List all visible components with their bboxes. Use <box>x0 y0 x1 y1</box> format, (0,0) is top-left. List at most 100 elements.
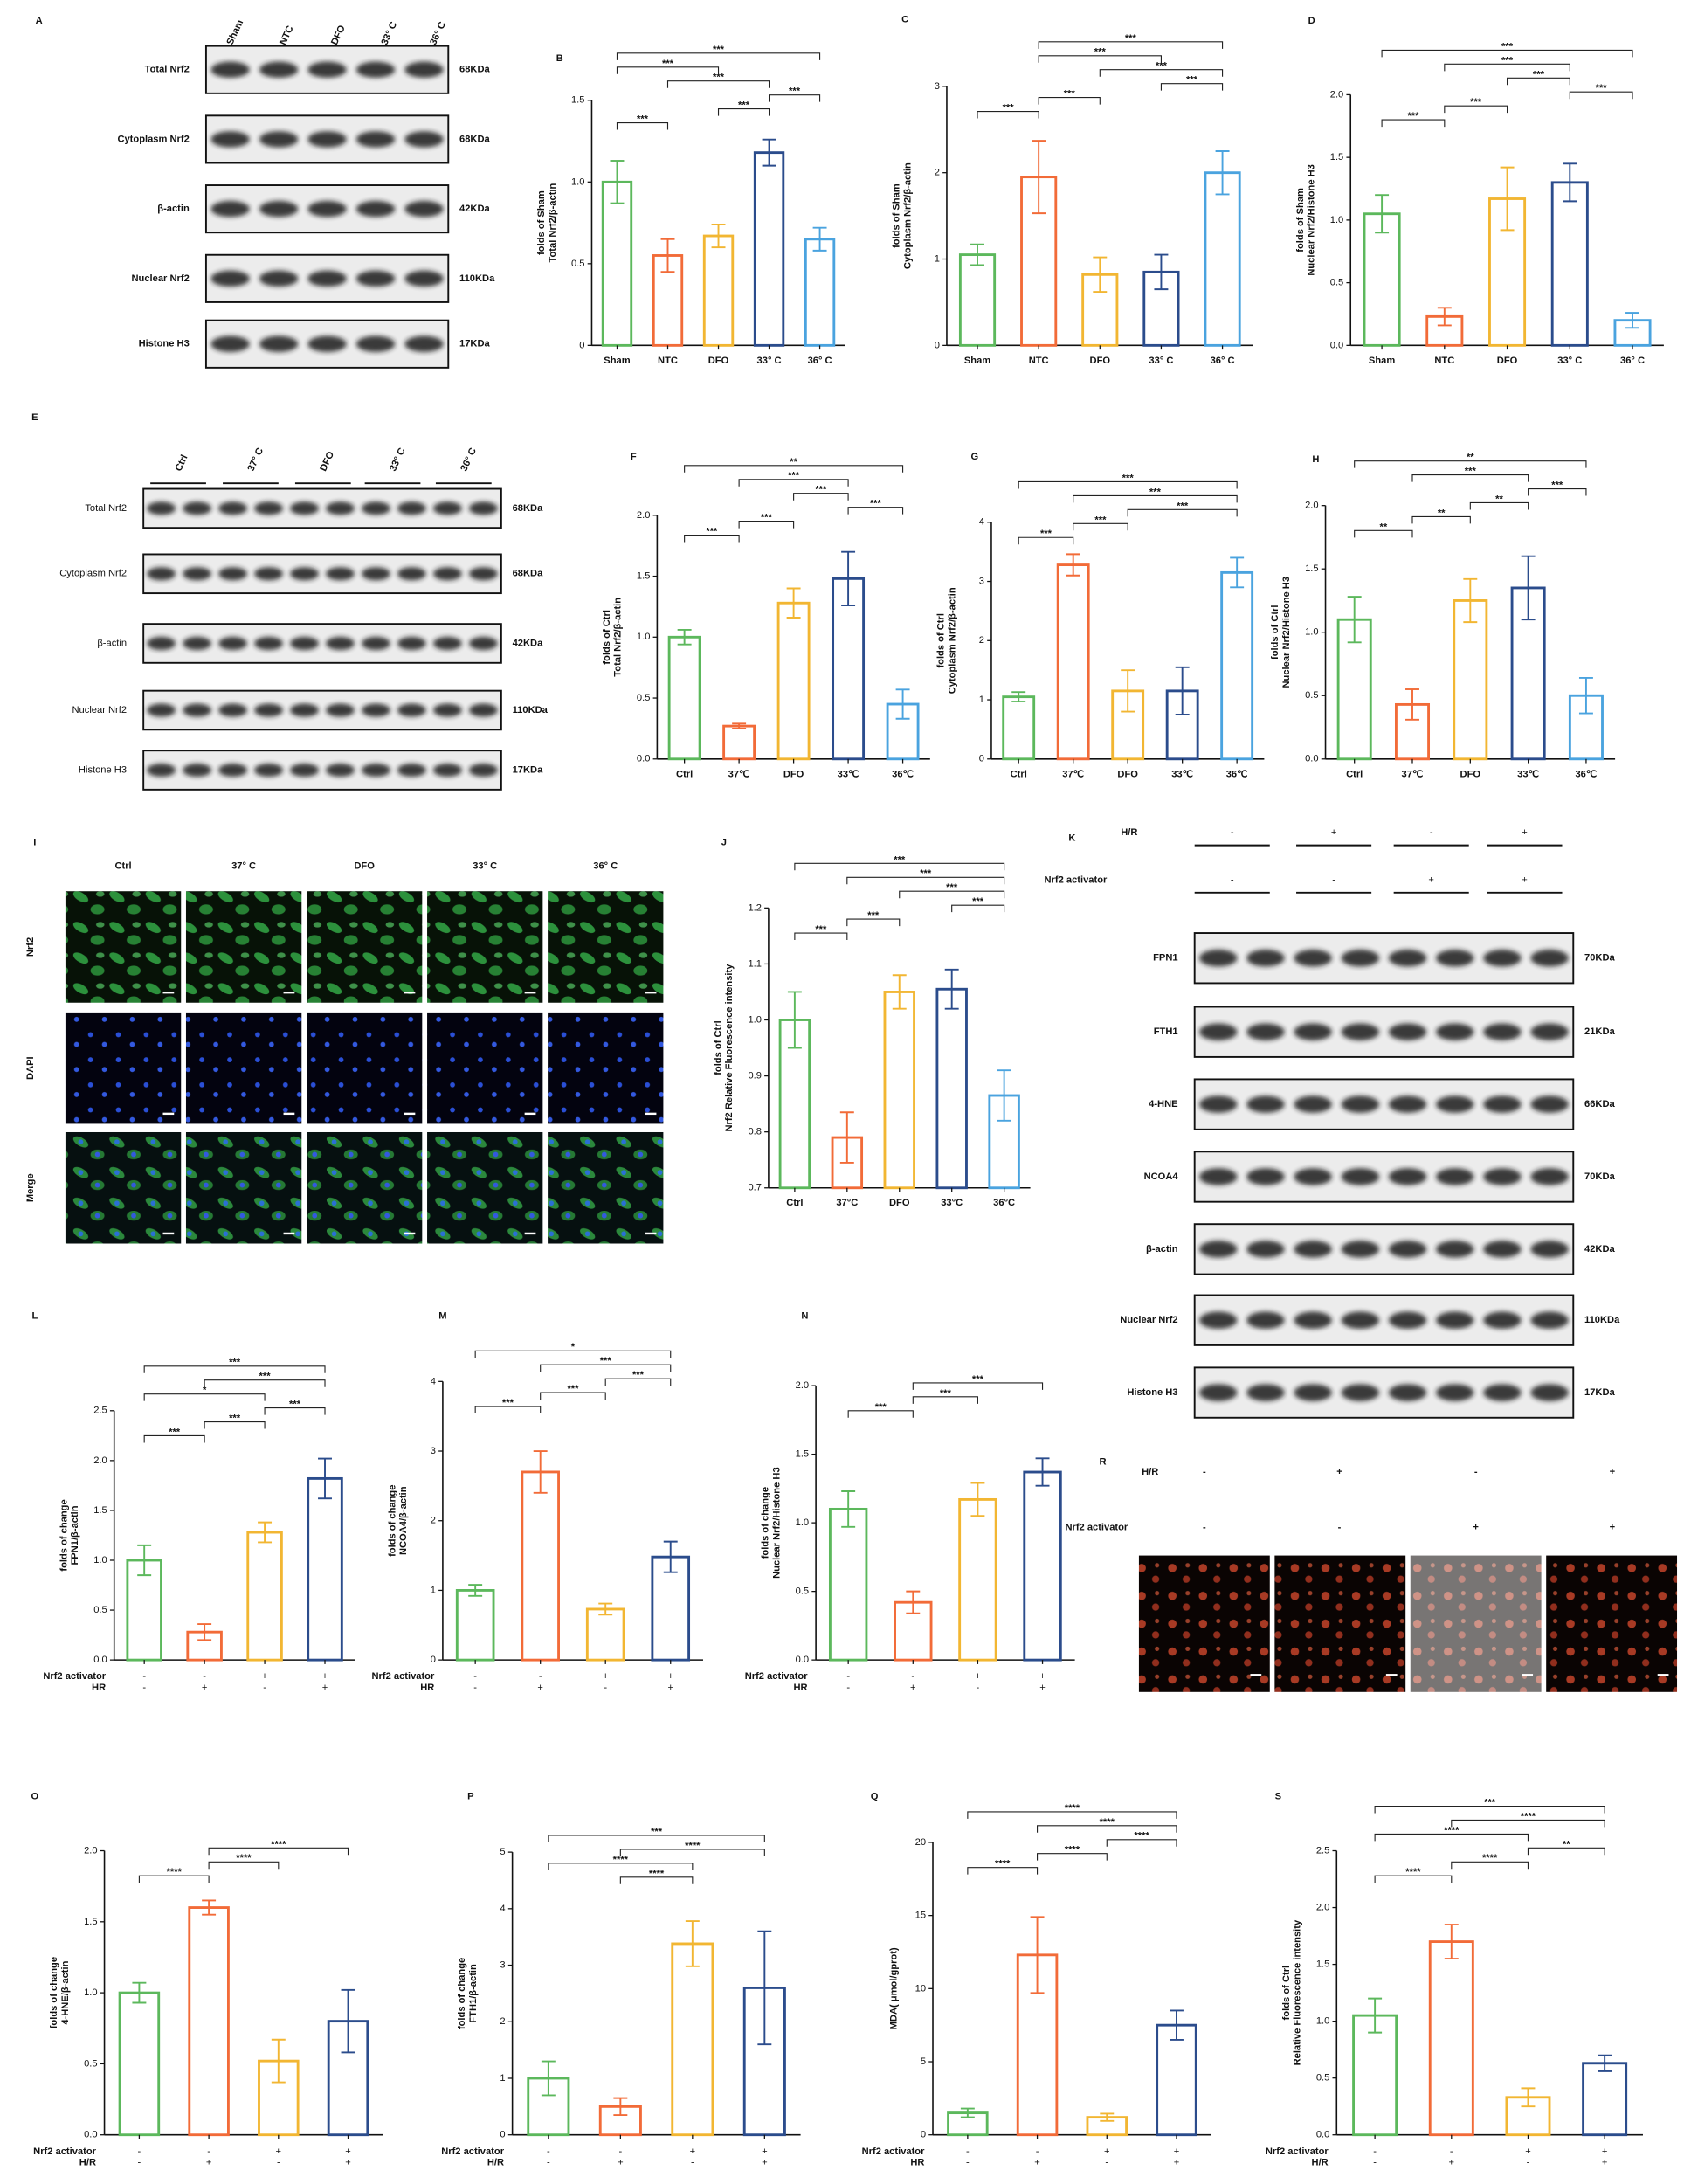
significance-label: *** <box>662 59 674 69</box>
y-axis-label: folds of Ctrl <box>936 613 947 668</box>
blot-band <box>259 270 299 287</box>
x-tick-label: Ctrl <box>1011 769 1027 779</box>
error-bar <box>1011 691 1026 703</box>
blot-band <box>1294 1311 1332 1329</box>
error-bar <box>997 1069 1011 1122</box>
panel-letter: P <box>467 1791 474 1801</box>
significance-label: *** <box>567 1384 579 1394</box>
error-bar <box>1625 312 1639 329</box>
y-tick-label: 1.0 <box>1330 215 1344 225</box>
condition-sign: + <box>322 1683 328 1693</box>
condition-sign: - <box>966 2158 970 2168</box>
y-axis-label: folds of Sham <box>892 183 902 248</box>
scale-bar <box>645 1232 657 1235</box>
condition-sign: - <box>142 1683 146 1693</box>
blot-row-label: Total Nrf2 <box>145 65 190 75</box>
significance-label: **** <box>167 1867 183 1877</box>
micrograph <box>1138 1555 1270 1692</box>
blot-band <box>147 763 176 778</box>
bar <box>455 1588 495 1662</box>
blot-row-label: Histone H3 <box>79 764 127 775</box>
blot-band <box>1246 1023 1285 1040</box>
micrograph <box>307 1131 423 1244</box>
bar <box>753 151 785 347</box>
significance-label: *** <box>1177 501 1189 511</box>
significance-bracket <box>1037 1853 1108 1861</box>
significance-label: *** <box>713 73 725 83</box>
condition-sign: + <box>1473 1523 1479 1533</box>
error-bar <box>841 550 856 606</box>
significance-label: *** <box>875 1402 887 1413</box>
significance-bracket <box>1374 1875 1453 1883</box>
blot-band <box>218 703 247 717</box>
error-bar <box>895 688 910 720</box>
blot-size-label: 42KDa <box>513 638 543 648</box>
significance-label: *** <box>894 854 906 865</box>
significance-bracket <box>847 507 904 515</box>
scale-bar <box>524 991 536 994</box>
significance-label: *** <box>940 1388 952 1399</box>
significance-label: *** <box>229 1413 241 1424</box>
lane-label: 37° C <box>245 446 266 473</box>
blot-band <box>1436 949 1474 967</box>
bar <box>1056 563 1090 761</box>
blot-band <box>147 567 176 581</box>
condition-sign: + <box>206 2158 212 2168</box>
y-tick-label: 2 <box>500 2016 505 2027</box>
y-axis-label: NCOA4/β-actin <box>398 1486 409 1555</box>
blot-band <box>290 763 319 778</box>
significance-label: **** <box>1405 1867 1421 1877</box>
y-axis-label: folds of Ctrl <box>602 610 612 665</box>
error-bar <box>1121 669 1135 713</box>
blot-size-label: 70KDa <box>1584 1171 1615 1182</box>
bar <box>935 987 968 1190</box>
y-tick-label: 1.0 <box>637 632 650 642</box>
y-tick-label: 1.5 <box>1316 1959 1330 1970</box>
bar <box>722 724 756 761</box>
significance-bracket <box>1527 1847 1605 1856</box>
scale-bar <box>404 1112 416 1116</box>
blot-size-label: 66KDa <box>1584 1099 1615 1109</box>
significance-bracket <box>474 1406 542 1413</box>
significance-bracket <box>1381 49 1633 58</box>
error-bar <box>1035 1457 1050 1487</box>
column-label: 33° C <box>473 860 497 871</box>
micrograph <box>427 891 543 1003</box>
x-tick-label: DFO <box>1117 769 1138 779</box>
y-tick-label: 2.0 <box>1305 501 1319 511</box>
condition-sign: - <box>846 1671 850 1682</box>
condition-sign: + <box>1174 2146 1180 2157</box>
error-bar <box>202 1899 217 1916</box>
x-tick-label: 36℃ <box>1226 769 1248 779</box>
blot-row-label: Nuclear Nrf2 <box>72 705 128 715</box>
condition-sign: + <box>1039 1683 1046 1693</box>
y-tick-label: 0.5 <box>1305 690 1319 701</box>
blot-band <box>1436 1311 1474 1329</box>
condition-sign: + <box>1522 827 1528 838</box>
condition-sign: - <box>138 2146 141 2157</box>
x-tick-label: NTC <box>1434 356 1454 366</box>
blot-size-label: 70KDa <box>1584 953 1615 964</box>
y-axis-label: Total Nrf2/β-actin <box>548 183 558 262</box>
y-tick-label: 2.0 <box>84 1845 97 1856</box>
scale-bar <box>283 1232 295 1235</box>
condition-sign: - <box>473 1671 477 1682</box>
blot-band <box>290 501 319 515</box>
blot-row-label: Cytoplasm Nrf2 <box>117 134 189 144</box>
condition-sign: + <box>1449 2158 1455 2168</box>
y-axis-label: folds of Sham <box>536 190 547 255</box>
significance-bracket <box>1374 1805 1605 1814</box>
significance-label: *** <box>870 499 882 509</box>
x-tick-label: 36° C <box>808 356 832 366</box>
error-bar <box>663 1540 678 1573</box>
y-axis-label: folds of Sham <box>1295 188 1306 252</box>
significance-bracket <box>967 1811 1177 1819</box>
blot-band <box>307 335 347 352</box>
column-label: DFO <box>354 860 375 871</box>
x-tick-label: 33° C <box>757 356 782 366</box>
x-tick-label: 33°C <box>941 1198 963 1208</box>
condition-sign: - <box>977 1683 980 1693</box>
error-bar <box>970 243 984 266</box>
blot-band <box>210 131 250 148</box>
micrograph <box>427 1131 543 1244</box>
